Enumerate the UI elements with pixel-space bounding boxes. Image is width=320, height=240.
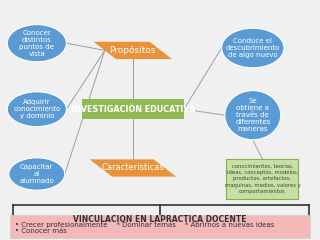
Ellipse shape — [225, 90, 281, 140]
Polygon shape — [90, 159, 176, 177]
Ellipse shape — [7, 25, 67, 62]
Text: • Conocer más: • Conocer más — [15, 228, 67, 234]
Text: VINCULACION EN LAPRACTICA DOCENTE: VINCULACION EN LAPRACTICA DOCENTE — [73, 215, 247, 224]
Text: Se
obtiene a
través de
diferentes
maneras: Se obtiene a través de diferentes manera… — [235, 98, 270, 132]
FancyBboxPatch shape — [10, 216, 310, 238]
Text: INVESTIGACIÓN EDUCATIVA: INVESTIGACIÓN EDUCATIVA — [71, 105, 195, 114]
Polygon shape — [93, 42, 172, 59]
Text: Conduce el
descubrimiento
de algo nuevo: Conduce el descubrimiento de algo nuevo — [226, 38, 280, 58]
Ellipse shape — [9, 158, 65, 190]
FancyBboxPatch shape — [82, 99, 184, 119]
Ellipse shape — [222, 28, 284, 68]
Text: Características: Características — [101, 163, 164, 173]
Text: conocimientos, teorías,
ideas, conceptos, modelos,
productos, artefactos,
maquin: conocimientos, teorías, ideas, conceptos… — [225, 164, 300, 194]
Ellipse shape — [7, 92, 67, 127]
Text: Propósitos: Propósitos — [109, 46, 156, 55]
FancyBboxPatch shape — [227, 159, 298, 199]
Text: Adquirir
conocimiento
y dominio: Adquirir conocimiento y dominio — [13, 99, 60, 119]
Text: Conocer
distintos
puntos de
vista: Conocer distintos puntos de vista — [20, 30, 54, 57]
Text: Capacitar
al
alumnado: Capacitar al alumnado — [20, 164, 54, 184]
Text: • Crecer profesionalmente    * Dominar temas    * Abrirnos a nuevas ideas: • Crecer profesionalmente * Dominar tema… — [15, 222, 275, 228]
